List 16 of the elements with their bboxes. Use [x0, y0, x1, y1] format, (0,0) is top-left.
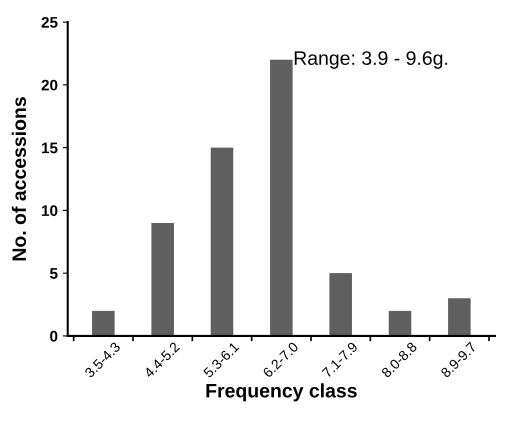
bar: [151, 222, 174, 336]
y-tick-label: 20: [42, 80, 58, 91]
bar: [210, 148, 234, 336]
y-tick-label: 10: [42, 205, 58, 216]
y-tick-label: 25: [42, 16, 58, 28]
bar: [448, 298, 471, 336]
y-tick-label: 15: [42, 142, 58, 154]
bar: [270, 60, 293, 336]
y-tick-label: 0: [50, 330, 58, 342]
bar: [92, 310, 115, 336]
y-tick-label: 5: [50, 268, 58, 279]
bar: [329, 273, 352, 336]
x-axis-title: Frequency class: [206, 383, 357, 402]
y-axis-title: No. of accessions: [12, 97, 26, 260]
annotation: Range: 3.9 - 9.6g.: [294, 51, 448, 69]
bar: [388, 310, 412, 336]
